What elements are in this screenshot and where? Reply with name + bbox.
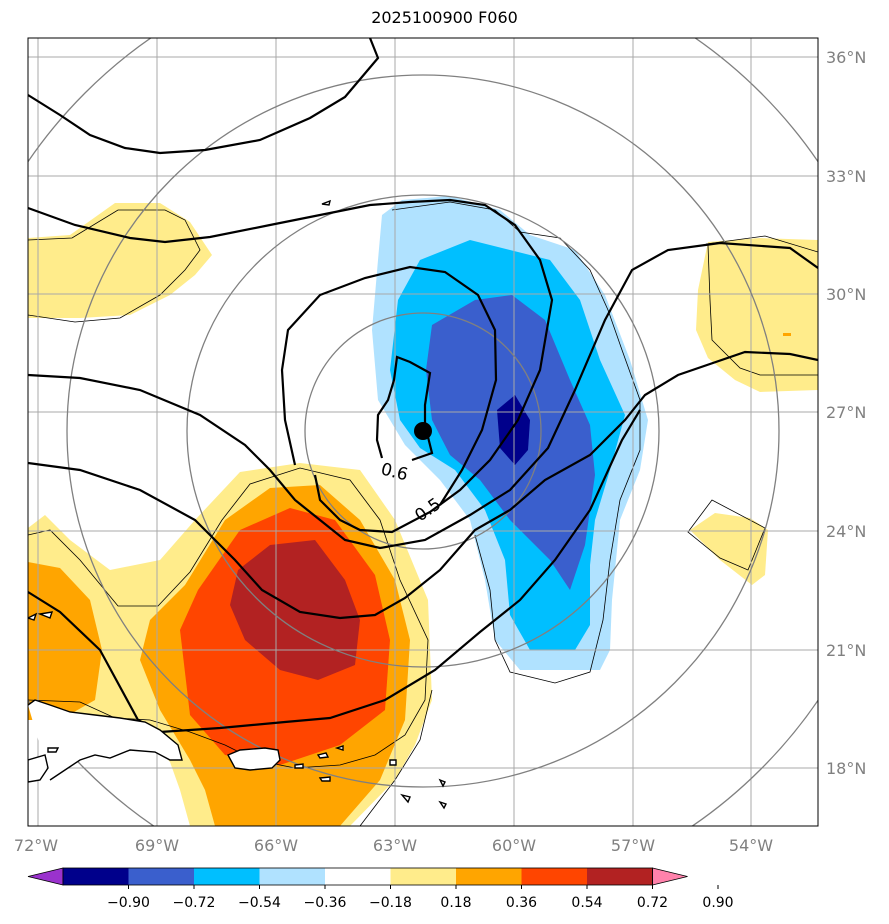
- lat-label-36: 36°N: [826, 48, 866, 67]
- contour-label-06: 0.6: [379, 459, 410, 485]
- island-small-2: [316, 752, 330, 759]
- island-small-8: [438, 800, 447, 810]
- colorbar-segment: [259, 868, 325, 885]
- contour-mid: [28, 241, 818, 550]
- colorbar-border: [62, 867, 653, 886]
- positive-anomaly-yellow-nw: [28, 203, 212, 318]
- colorbar-segment: [587, 868, 653, 885]
- shading-outlines: [28, 201, 818, 826]
- colorbar-tick-label: 0.36: [506, 895, 537, 911]
- lon-label-72w: 72°W: [14, 836, 58, 855]
- colorbar-tick-label: 0.18: [440, 895, 471, 911]
- island-bermuda: [321, 199, 332, 206]
- lon-label-66w: 66°W: [254, 836, 298, 855]
- map-title: 2025100900 F060: [371, 8, 518, 27]
- island-small-9: [47, 747, 60, 753]
- lon-label-60w: 60°W: [492, 836, 536, 855]
- colorbar-segment: [63, 868, 129, 885]
- island-small-10: [28, 612, 38, 621]
- colorbar-tick-label: −0.54: [238, 895, 281, 911]
- contour-label-05: 0.5: [411, 494, 445, 526]
- storm-center-marker: [414, 422, 432, 440]
- island-small-5: [389, 759, 397, 766]
- hispaniola-coast: [28, 699, 183, 783]
- coastlines: [28, 199, 447, 810]
- colorbar-segment: [521, 868, 587, 885]
- lat-label-30: 30°N: [826, 285, 866, 304]
- lat-label-21: 21°N: [826, 641, 866, 660]
- positive-anomaly-fleck: [783, 333, 791, 336]
- colorbar-tick-label: 0.54: [571, 895, 602, 911]
- contour-lower: [28, 350, 818, 620]
- colorbar-tick-label: −0.36: [304, 895, 347, 911]
- lat-label-18: 18°N: [826, 759, 866, 778]
- colorbar-extend-low: [27, 867, 64, 886]
- lon-label-63w: 63°W: [373, 836, 417, 855]
- colorbar-extend-high: [652, 867, 688, 886]
- contour-upper: [28, 198, 554, 534]
- lat-label-33: 33°N: [826, 167, 866, 186]
- colorbar-segment: [128, 868, 194, 885]
- contour-inner-05: [280, 265, 498, 506]
- colorbar-segment: [194, 868, 260, 885]
- island-small-4: [334, 745, 344, 751]
- colorbar-tick-label: 0.90: [702, 895, 733, 911]
- colorbar-tick-label: −0.90: [107, 895, 150, 911]
- island-small-7: [438, 778, 446, 788]
- lon-label-57w: 57°W: [611, 836, 655, 855]
- positive-anomaly-yellow-east: [696, 238, 818, 392]
- colorbar-tick-label: −0.18: [369, 895, 412, 911]
- island-small-11: [37, 611, 54, 619]
- colorbar-segment: [390, 868, 456, 885]
- lon-label-69w: 69°W: [135, 836, 179, 855]
- island-small-1: [294, 763, 304, 769]
- colorbar-segment: [456, 868, 522, 885]
- lat-label-24: 24°N: [826, 522, 866, 541]
- latitude-labels: 36°N 33°N 30°N 27°N 24°N 21°N 18°N: [826, 48, 866, 778]
- colorbar-tick-label: 0.72: [637, 895, 668, 911]
- puerto-rico-coast: [227, 747, 281, 771]
- island-small-3: [318, 776, 331, 782]
- longitude-labels: 72°W 69°W 66°W 63°W 60°W 57°W 54°W: [14, 836, 773, 855]
- lat-label-27: 27°N: [826, 403, 866, 422]
- latlon-grid: [28, 38, 818, 826]
- positive-anomaly-orange: [28, 562, 102, 720]
- lon-label-54w: 54°W: [729, 836, 773, 855]
- colorbar: −0.90 −0.72 −0.54 −0.36 −0.18 0.18 0.36 0.54 0.7…: [27, 867, 734, 911]
- colorbar-tick-label: −0.72: [173, 895, 216, 911]
- height-contours: [28, 38, 818, 734]
- map-frame: [27, 37, 819, 827]
- island-small-6: [400, 793, 411, 804]
- contour-top: [28, 38, 380, 155]
- contour-bottom-curve: [28, 409, 641, 734]
- colorbar-segment: [325, 868, 391, 885]
